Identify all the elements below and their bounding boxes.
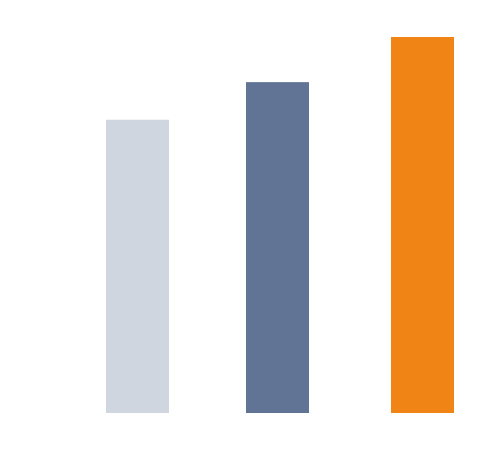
bar xyxy=(106,119,169,413)
bar xyxy=(391,37,454,413)
bar xyxy=(246,82,309,414)
